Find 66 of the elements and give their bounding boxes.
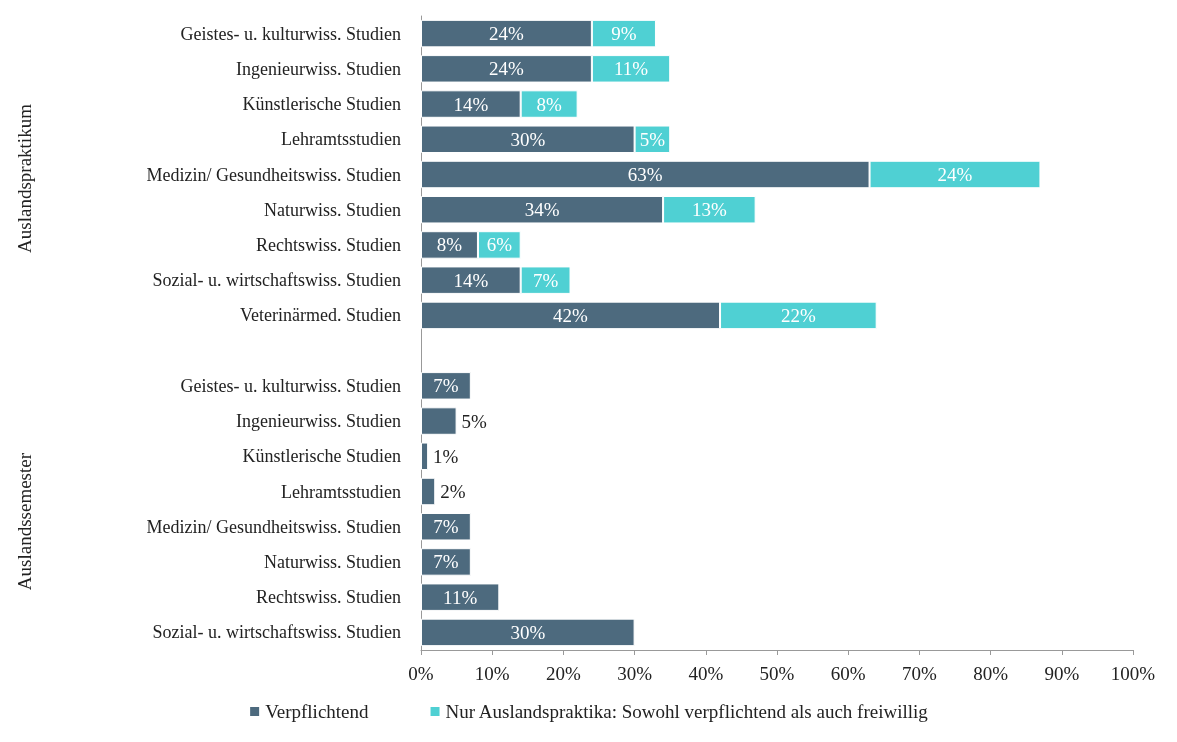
bar bbox=[421, 372, 471, 400]
x-tick-label: 40% bbox=[688, 663, 724, 684]
y-tick-label: Sozial- u. wirtschaftswiss. Studien bbox=[152, 270, 401, 291]
x-tick-label: 90% bbox=[1044, 663, 1080, 684]
y-tick-label: Naturwiss. Studien bbox=[264, 551, 401, 572]
data-label: 11% bbox=[443, 586, 478, 608]
x-tick-label: 50% bbox=[759, 663, 795, 684]
bar bbox=[421, 548, 471, 576]
y-tick-label: Naturwiss. Studien bbox=[264, 199, 401, 220]
x-tick-label: 10% bbox=[474, 663, 510, 684]
data-label: 8% bbox=[436, 234, 463, 256]
data-label: 14% bbox=[453, 93, 489, 115]
bar bbox=[421, 477, 436, 506]
bar bbox=[421, 618, 635, 647]
x-tick-label: 70% bbox=[901, 663, 937, 684]
text: Auslandssemester bbox=[13, 452, 35, 591]
bar bbox=[421, 512, 471, 541]
data-label: 5% bbox=[639, 128, 666, 150]
data-label: 13% bbox=[691, 199, 727, 221]
data-label: 7% bbox=[433, 375, 459, 397]
data-label: 2% bbox=[440, 481, 466, 502]
data-label: 14% bbox=[453, 269, 489, 291]
data-label: 34% bbox=[524, 199, 560, 221]
x-tick-label: 100% bbox=[1110, 663, 1156, 684]
data-label: 6% bbox=[486, 234, 513, 256]
data-label: 1% bbox=[433, 445, 459, 467]
y-tick-label: Rechtswiss. Studien bbox=[255, 587, 401, 608]
y-tick-label: Medizin/ Gesundheitswiss. Studien bbox=[146, 516, 401, 537]
y-tick-label: Medizin/ Gesundheitswiss. Studien bbox=[146, 164, 401, 185]
x-tick-label: 60% bbox=[830, 663, 866, 684]
y-tick-label: Künstlerische Studien bbox=[242, 446, 401, 467]
data-label: 24% bbox=[489, 23, 525, 45]
legend-label: Nur Auslandspraktika: Sowohl verpflichtend als auch freiwillig bbox=[445, 701, 929, 722]
y-tick-label: Ingenieurwiss. Studien bbox=[236, 58, 401, 79]
y-tick-label: Rechtswiss. Studien bbox=[255, 234, 401, 255]
bar bbox=[421, 583, 500, 611]
legend-label: Verpflichtend bbox=[265, 701, 370, 722]
data-label: 7% bbox=[433, 551, 459, 573]
y-tick-label: Ingenieurwiss. Studien bbox=[236, 411, 401, 432]
data-label: 24% bbox=[937, 164, 973, 185]
y-tick-label: Lehramtsstudien bbox=[281, 481, 401, 502]
bar bbox=[421, 442, 429, 471]
data-label: 63% bbox=[627, 164, 663, 185]
data-label: 22% bbox=[780, 304, 816, 326]
text: Auslandspraktikum bbox=[13, 103, 35, 253]
x-tick-label: 30% bbox=[617, 663, 653, 684]
x-tick-label: 80% bbox=[973, 663, 1009, 684]
y-tick-label: Veterinärmed. Studien bbox=[240, 305, 401, 326]
x-tick-label: 20% bbox=[545, 663, 581, 684]
data-label: 24% bbox=[489, 58, 525, 80]
data-label: 30% bbox=[510, 128, 546, 150]
data-label: 11% bbox=[613, 58, 649, 80]
y-tick-label: Geistes- u. kulturwiss. Studien bbox=[180, 23, 401, 44]
y-tick-label: Sozial- u. wirtschaftswiss. Studien bbox=[152, 622, 401, 643]
data-label: 42% bbox=[553, 304, 589, 326]
y-tick-label: Künstlerische Studien bbox=[242, 94, 401, 115]
data-label: 9% bbox=[611, 23, 637, 45]
data-label: 8% bbox=[536, 93, 562, 115]
data-label: 7% bbox=[532, 269, 559, 291]
bar bbox=[421, 407, 457, 435]
y-tick-label: Lehramtsstudien bbox=[281, 129, 401, 150]
y-tick-label: Geistes- u. kulturwiss. Studien bbox=[180, 375, 401, 396]
data-label: 30% bbox=[510, 621, 546, 643]
data-label: 7% bbox=[433, 516, 459, 538]
x-tick-label: 0% bbox=[408, 663, 434, 684]
data-label: 5% bbox=[461, 410, 488, 432]
